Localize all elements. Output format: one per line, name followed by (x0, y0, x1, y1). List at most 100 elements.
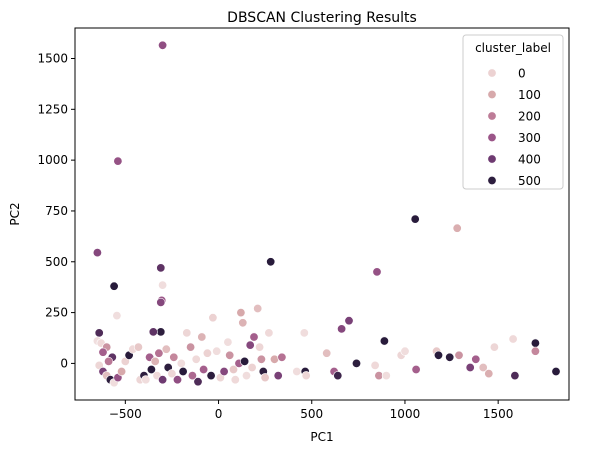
x-tick-label: −500 (109, 407, 142, 421)
legend-marker (487, 111, 497, 121)
data-point (445, 352, 455, 362)
data-point (208, 313, 218, 323)
data-point (173, 375, 183, 385)
data-point (337, 324, 347, 334)
legend-marker (487, 176, 497, 186)
data-point (242, 371, 252, 381)
y-tick-label: 0 (60, 356, 68, 370)
data-point (236, 308, 246, 318)
legend-marker (487, 68, 497, 78)
x-tick-label: 0 (215, 407, 223, 421)
data-point (202, 348, 212, 358)
legend-marker (487, 154, 497, 164)
data-point (109, 281, 119, 291)
data-point (94, 328, 104, 338)
data-point (266, 257, 276, 267)
data-point (269, 354, 279, 364)
chart-title: DBSCAN Clustering Results (227, 10, 417, 26)
legend-label: 100 (518, 88, 541, 102)
data-point (372, 267, 382, 277)
data-point (158, 375, 168, 385)
data-point (199, 364, 209, 374)
y-axis-label: PC2 (8, 202, 22, 225)
data-point (400, 346, 410, 356)
data-point (433, 350, 443, 360)
data-point (478, 362, 488, 372)
data-point (219, 366, 229, 376)
legend-title: cluster_label (475, 41, 551, 55)
data-point (186, 342, 196, 352)
data-point (225, 350, 235, 360)
x-tick-label: 500 (300, 407, 323, 421)
data-point (240, 356, 250, 366)
data-point (344, 316, 354, 326)
data-point (484, 369, 494, 379)
data-point (98, 347, 108, 357)
data-point (187, 371, 197, 381)
data-point (489, 342, 499, 352)
data-point (530, 346, 540, 356)
y-tick-label: 1250 (37, 102, 68, 116)
x-axis-label: PC1 (310, 430, 333, 444)
legend-entries: 0 100 200 300 400 500 (487, 67, 541, 188)
data-point (301, 371, 311, 381)
legend-label: 400 (518, 153, 541, 167)
data-point (452, 223, 462, 233)
data-point (156, 327, 166, 337)
data-point (245, 340, 255, 350)
data-point (148, 327, 158, 337)
data-point (299, 328, 309, 338)
data-point (158, 280, 168, 290)
data-point (156, 263, 166, 273)
legend-label: 200 (518, 110, 541, 124)
data-point (156, 297, 166, 307)
legend-label: 0 (518, 67, 526, 81)
data-point (322, 348, 332, 358)
data-point (104, 356, 114, 366)
data-point (193, 377, 203, 387)
data-point (223, 337, 233, 347)
data-point (264, 328, 274, 338)
data-point (351, 358, 361, 368)
legend: cluster_label 0 100 200 300 400 500 (462, 34, 564, 190)
x-tick-label: 1000 (390, 407, 421, 421)
y-tick-label: 1500 (37, 51, 68, 65)
data-point (454, 350, 464, 360)
data-point (333, 371, 343, 381)
data-point (370, 360, 380, 370)
legend-label: 500 (518, 174, 541, 188)
data-point (212, 346, 222, 356)
data-point (133, 342, 143, 352)
data-point (249, 332, 259, 342)
data-point (551, 366, 561, 376)
data-point (197, 332, 207, 342)
data-point (277, 352, 287, 362)
data-point (178, 366, 188, 376)
data-point (191, 354, 201, 364)
data-point (247, 362, 257, 372)
data-point (158, 40, 168, 50)
data-point (146, 364, 156, 374)
legend-marker (487, 90, 497, 100)
data-point (176, 358, 186, 368)
y-tick-label: 250 (45, 306, 68, 320)
points-layer (92, 40, 561, 388)
data-point (260, 373, 270, 383)
data-point (253, 303, 263, 313)
plot-frame (74, 27, 570, 401)
data-point (510, 371, 520, 381)
data-point (150, 356, 160, 366)
data-point (238, 318, 248, 328)
x-tick-label: 1500 (483, 407, 514, 421)
data-point (381, 371, 391, 381)
data-point (141, 375, 151, 385)
y-tick-label: 1000 (37, 153, 68, 167)
data-point (182, 328, 192, 338)
legend-marker (487, 133, 497, 143)
data-point (256, 354, 266, 364)
data-point (112, 311, 122, 321)
data-point (167, 369, 177, 379)
y-tick-label: 500 (45, 255, 68, 269)
x-axis-ticks: −500 0 500 1000 1500 (109, 400, 514, 421)
